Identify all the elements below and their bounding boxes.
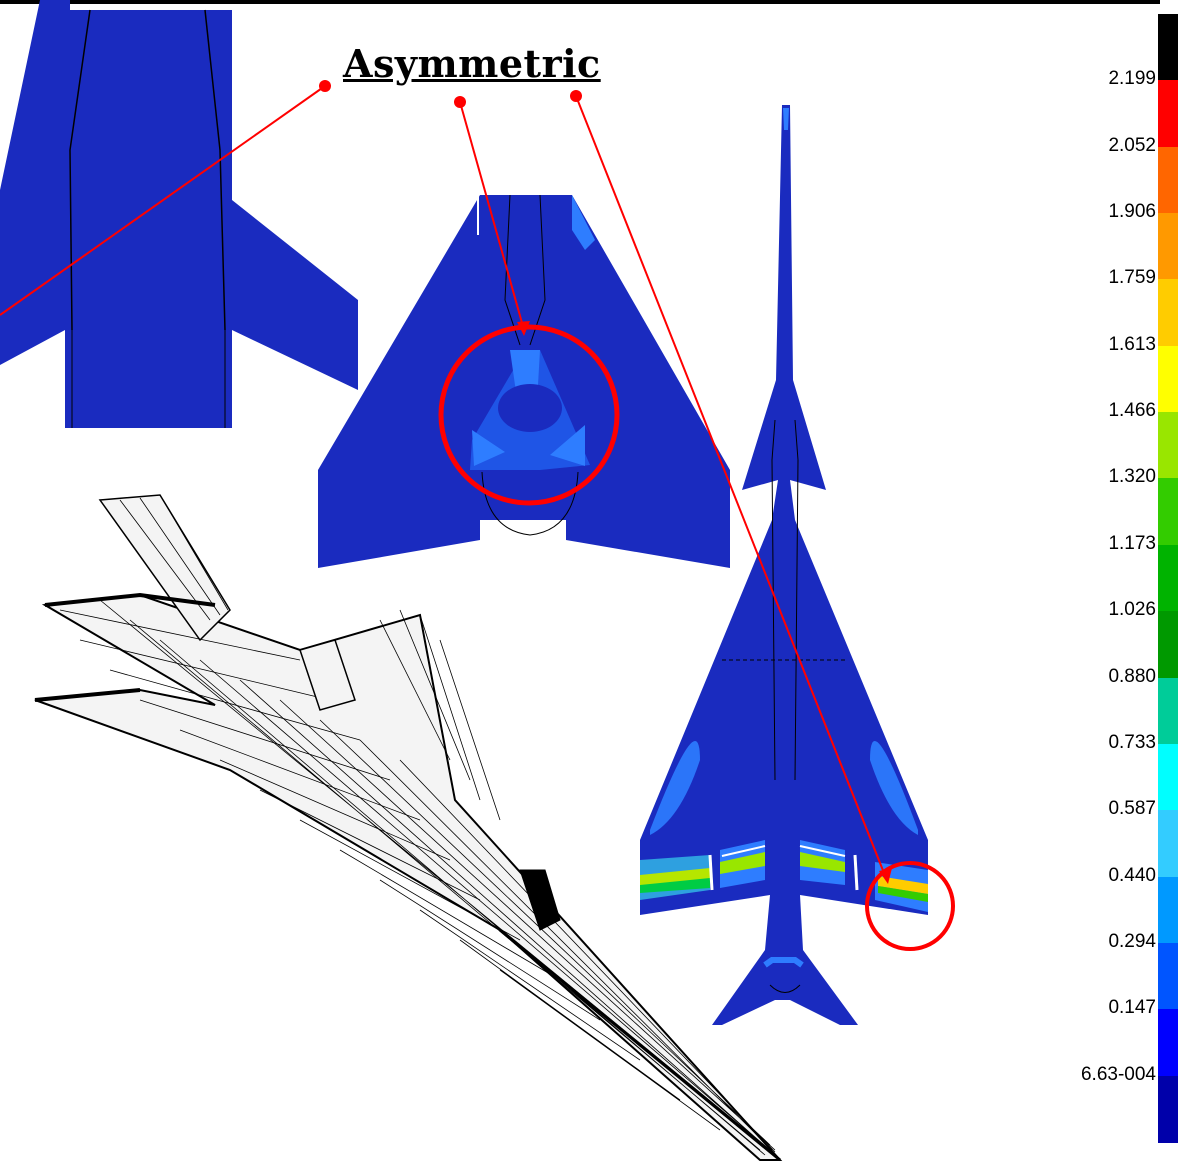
legend-tick-label: 0.587 <box>1108 798 1156 820</box>
legend-swatch <box>1158 1009 1178 1077</box>
legend-tick-label: 1.906 <box>1108 201 1156 223</box>
legend-swatch <box>1158 677 1178 745</box>
legend-tick-label: 2.052 <box>1108 134 1156 156</box>
tail-delta-contour-view <box>318 194 730 568</box>
color-legend-bar <box>1158 14 1178 1143</box>
legend-tick-label: 1.320 <box>1108 466 1156 488</box>
legend-tick-label: 1.759 <box>1108 267 1156 289</box>
aft-body-contour-view <box>0 0 358 428</box>
legend-tick-label: 1.026 <box>1108 599 1156 621</box>
legend-swatch <box>1158 611 1178 679</box>
highlight-circle-tail <box>438 324 620 506</box>
legend-swatch <box>1158 544 1178 613</box>
legend-swatch <box>1158 345 1178 414</box>
aft-body-shape <box>0 0 358 428</box>
legend-tick-label: 0.880 <box>1108 665 1156 687</box>
highlight-circle-wingtip <box>865 861 955 951</box>
legend-tick-label: 0.294 <box>1108 930 1156 952</box>
legend-tick-label: 0.733 <box>1108 731 1156 753</box>
legend-tick-label: 1.613 <box>1108 333 1156 355</box>
legend-tick-label: 0.147 <box>1108 997 1156 1019</box>
top-border <box>0 0 1160 4</box>
legend-swatch <box>1158 942 1178 1011</box>
legend-swatch <box>1158 146 1178 215</box>
legend-swatch <box>1158 80 1178 148</box>
legend-tick-label: 2.199 <box>1108 68 1156 90</box>
legend-tick-label: 1.466 <box>1108 400 1156 422</box>
aircraft-wireframe-mesh <box>34 494 783 1162</box>
legend-tick-label: 6.63-004 <box>1080 1063 1156 1085</box>
legend-tick-label: 1.173 <box>1108 532 1156 554</box>
legend-swatch <box>1158 876 1178 944</box>
legend-swatch <box>1158 14 1178 82</box>
aircraft-planform <box>640 105 928 1025</box>
legend-swatch <box>1158 743 1178 812</box>
annotation-title: Asymmetric <box>343 41 601 86</box>
asymmetric-annotations <box>0 80 955 951</box>
full-aircraft-contour-view <box>640 105 928 1025</box>
legend-swatch <box>1158 279 1178 347</box>
legend-swatch <box>1158 478 1178 546</box>
legend-swatch <box>1158 412 1178 480</box>
legend-swatch <box>1158 213 1178 281</box>
legend-swatch <box>1158 1075 1178 1143</box>
legend-tick-label: 0.440 <box>1108 864 1156 886</box>
legend-swatch <box>1158 810 1178 878</box>
